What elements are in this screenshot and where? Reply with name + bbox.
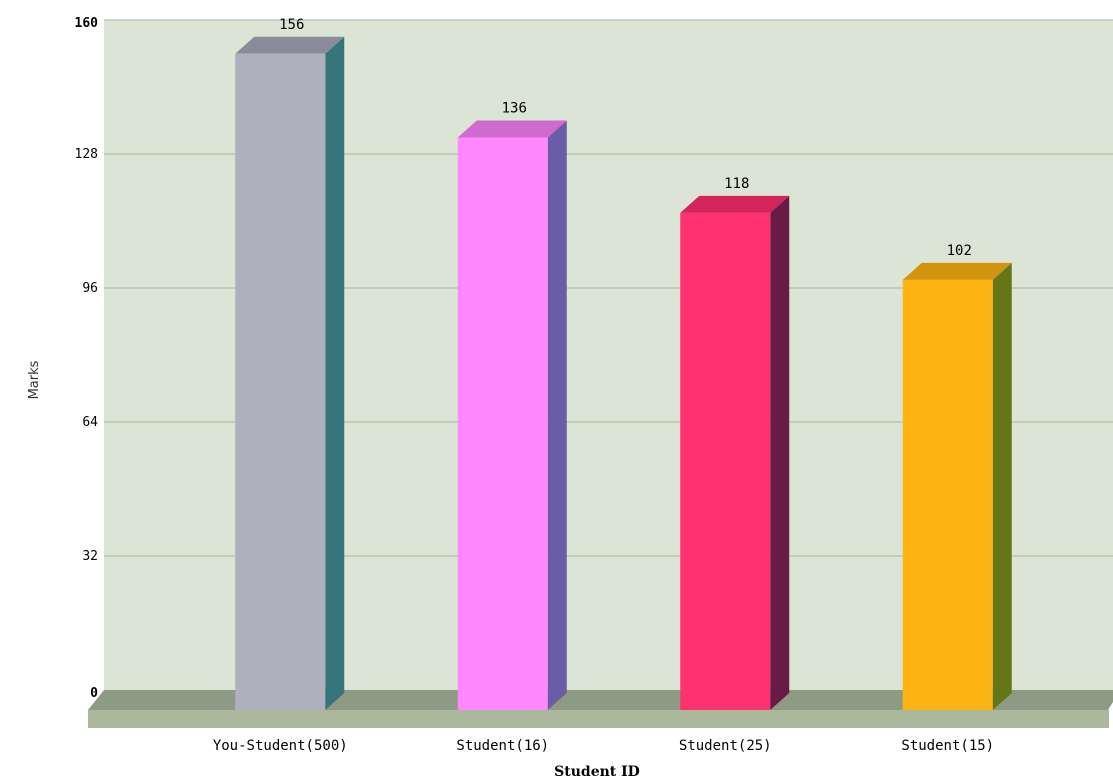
y-axis-title: Marks [27, 360, 42, 399]
y-tick-label: 0 [90, 686, 98, 701]
y-axis-ticks: 0 32 64 96 128 160 [75, 16, 99, 701]
labels: 156 You-Student(500) 136 Student(16) 118 Stud… [213, 17, 994, 754]
bar-side [992, 262, 1012, 710]
y-tick-label: 32 [82, 549, 98, 564]
bar-value-label: 118 [724, 176, 749, 192]
bar-top [902, 262, 1012, 280]
bar [235, 53, 326, 710]
x-tick-label: Student(25) [679, 738, 772, 754]
y-tick-label: 64 [82, 415, 98, 430]
x-tick-label: Student(15) [901, 738, 994, 754]
x-tick-label: You-Student(500) [213, 738, 348, 754]
y-tick-label: 160 [75, 16, 99, 31]
y-tick-label: 128 [75, 147, 98, 162]
y-tick-label: 96 [82, 281, 98, 296]
bars [235, 36, 1012, 710]
x-tick-label: Student(16) [456, 738, 549, 754]
bar-value-label: 102 [947, 243, 972, 259]
bar-top [457, 120, 567, 138]
bar [457, 137, 548, 710]
bar-side [325, 36, 345, 710]
bar-value-label: 136 [502, 101, 527, 117]
bar [680, 212, 771, 710]
bar-side [547, 120, 567, 710]
floor-front [88, 710, 1109, 728]
bar-top [680, 195, 790, 213]
bar [902, 279, 993, 710]
bar-side [770, 195, 790, 710]
chart-floor [88, 690, 1113, 728]
x-axis-title: Student ID [554, 764, 640, 780]
floor-top [88, 690, 1113, 710]
bar-value-label: 156 [279, 17, 304, 33]
bar-top [235, 36, 345, 54]
